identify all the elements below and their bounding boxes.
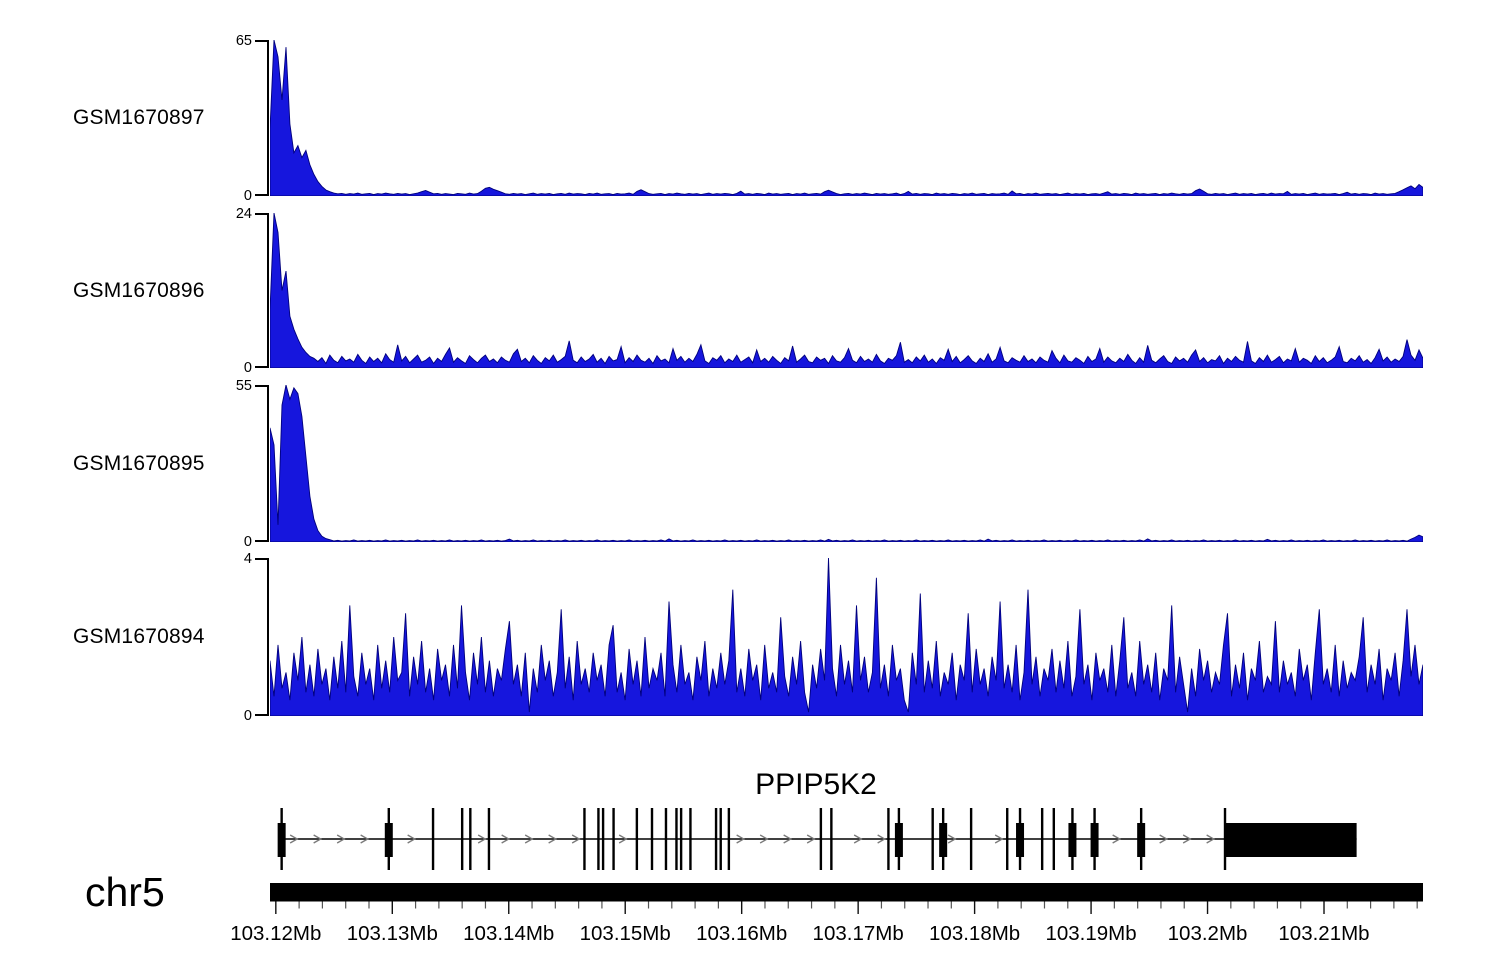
axis-tick-label: 103.18Mb (929, 922, 1020, 945)
axis-tick-label: 103.16Mb (696, 922, 787, 945)
chromosome-bar (270, 883, 1423, 902)
axis-tick-label: 103.2Mb (1168, 922, 1248, 945)
y-axis-min-label: 0 (243, 534, 252, 550)
track-row-gsm1670895: GSM1670895 55 0 (0, 379, 1500, 549)
y-axis-top-tick (255, 385, 268, 387)
coverage-plot (270, 213, 1423, 368)
y-axis-line (267, 385, 269, 542)
coverage-plot (270, 558, 1423, 716)
gene-name-label: PPIP5K2 (755, 768, 877, 801)
track-row-gsm1670894: GSM1670894 4 0 (0, 552, 1500, 723)
axis-tick-label: 103.12Mb (230, 922, 321, 945)
axis-tick-label: 103.17Mb (813, 922, 904, 945)
axis-tick-label: 103.19Mb (1045, 922, 1136, 945)
coverage-plot (270, 385, 1423, 542)
y-axis-max-label: 24 (235, 206, 252, 222)
y-axis-bottom-tick (255, 714, 268, 716)
y-axis-top-tick (255, 558, 268, 560)
y-axis-bottom-tick (255, 540, 268, 542)
track-label: GSM1670895 (73, 451, 205, 475)
y-axis-top-tick (255, 213, 268, 215)
axis-tick-label: 103.15Mb (580, 922, 671, 945)
axis-tick-label: 103.13Mb (347, 922, 438, 945)
track-row-gsm1670896: GSM1670896 24 0 (0, 207, 1500, 375)
coverage-plot (270, 40, 1423, 196)
y-axis-bottom-tick (255, 366, 268, 368)
y-axis-line (267, 40, 269, 196)
track-row-gsm1670897: GSM1670897 65 0 (0, 34, 1500, 203)
y-axis-line (267, 213, 269, 368)
track-label: GSM1670894 (73, 625, 205, 648)
chromosome-label: chr5 (85, 869, 165, 915)
y-axis-top-tick (255, 40, 268, 42)
y-axis-bottom-tick (255, 194, 268, 196)
y-axis-max-label: 55 (235, 378, 252, 394)
y-axis-min-label: 0 (243, 708, 252, 724)
axis-tick-label: 103.14Mb (463, 922, 554, 945)
genome-axis: 103.12Mb 103.13Mb 103.14Mb 103.15Mb 103.16Mb… (230, 883, 1423, 945)
gene-model (277, 808, 1357, 870)
y-axis-max-label: 4 (243, 551, 252, 567)
axis-tick-label: 103.21Mb (1278, 922, 1369, 945)
y-axis-max-label: 65 (235, 33, 252, 49)
y-axis-min-label: 0 (243, 188, 252, 204)
track-label: GSM1670896 (73, 278, 205, 302)
y-axis-line (267, 558, 269, 716)
y-axis-min-label: 0 (243, 360, 252, 376)
track-label: GSM1670897 (73, 106, 205, 129)
